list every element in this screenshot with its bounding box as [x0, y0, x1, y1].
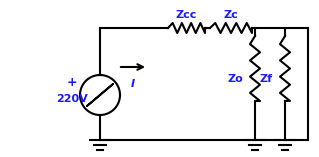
Text: Zf: Zf — [260, 73, 273, 84]
Text: Zo: Zo — [227, 73, 243, 84]
Text: Zc: Zc — [224, 10, 238, 20]
Text: 220V: 220V — [56, 94, 88, 104]
Text: +: + — [67, 76, 77, 89]
Text: I: I — [131, 79, 135, 89]
Text: Zcc: Zcc — [176, 10, 197, 20]
